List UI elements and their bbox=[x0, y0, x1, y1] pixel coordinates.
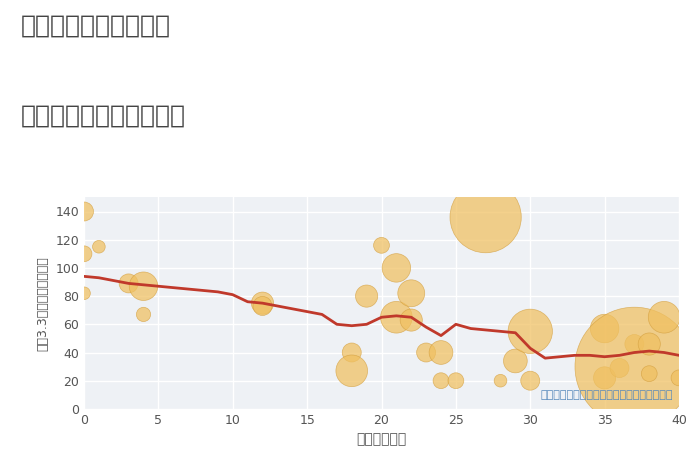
Point bbox=[391, 264, 402, 272]
Point bbox=[257, 299, 268, 307]
Point bbox=[138, 311, 149, 318]
Point bbox=[450, 377, 461, 384]
Point bbox=[435, 349, 447, 356]
Text: 円の大きさは、取引のあった物件面積を示す: 円の大きさは、取引のあった物件面積を示す bbox=[540, 391, 673, 400]
Point bbox=[525, 377, 536, 384]
Point bbox=[495, 377, 506, 384]
Point bbox=[673, 374, 685, 382]
Point bbox=[644, 340, 655, 348]
Point bbox=[659, 313, 670, 321]
Point bbox=[78, 250, 90, 258]
Point bbox=[123, 280, 134, 287]
Point bbox=[78, 290, 90, 297]
Point bbox=[599, 325, 610, 332]
Point bbox=[93, 243, 104, 251]
Y-axis label: 平（3.3㎡）単価（万円）: 平（3.3㎡）単価（万円） bbox=[36, 256, 50, 351]
Point bbox=[435, 377, 447, 384]
Point bbox=[257, 302, 268, 310]
Point bbox=[525, 328, 536, 335]
Point bbox=[376, 242, 387, 249]
Point bbox=[346, 367, 357, 375]
Point bbox=[644, 370, 655, 377]
Point bbox=[391, 313, 402, 321]
Point bbox=[480, 213, 491, 221]
Point bbox=[361, 292, 372, 300]
Text: 奈良県生駒市北新町の: 奈良県生駒市北新町の bbox=[21, 14, 171, 38]
Point bbox=[406, 290, 417, 297]
X-axis label: 築年数（年）: 築年数（年） bbox=[356, 432, 407, 446]
Point bbox=[78, 208, 90, 215]
Point bbox=[138, 282, 149, 290]
Point bbox=[599, 374, 610, 382]
Point bbox=[614, 364, 625, 372]
Point bbox=[629, 363, 640, 370]
Point bbox=[510, 357, 521, 365]
Point bbox=[346, 349, 357, 356]
Point bbox=[406, 316, 417, 324]
Text: 築年数別中古戸建て価格: 築年数別中古戸建て価格 bbox=[21, 103, 186, 127]
Point bbox=[421, 349, 432, 356]
Point bbox=[629, 340, 640, 348]
